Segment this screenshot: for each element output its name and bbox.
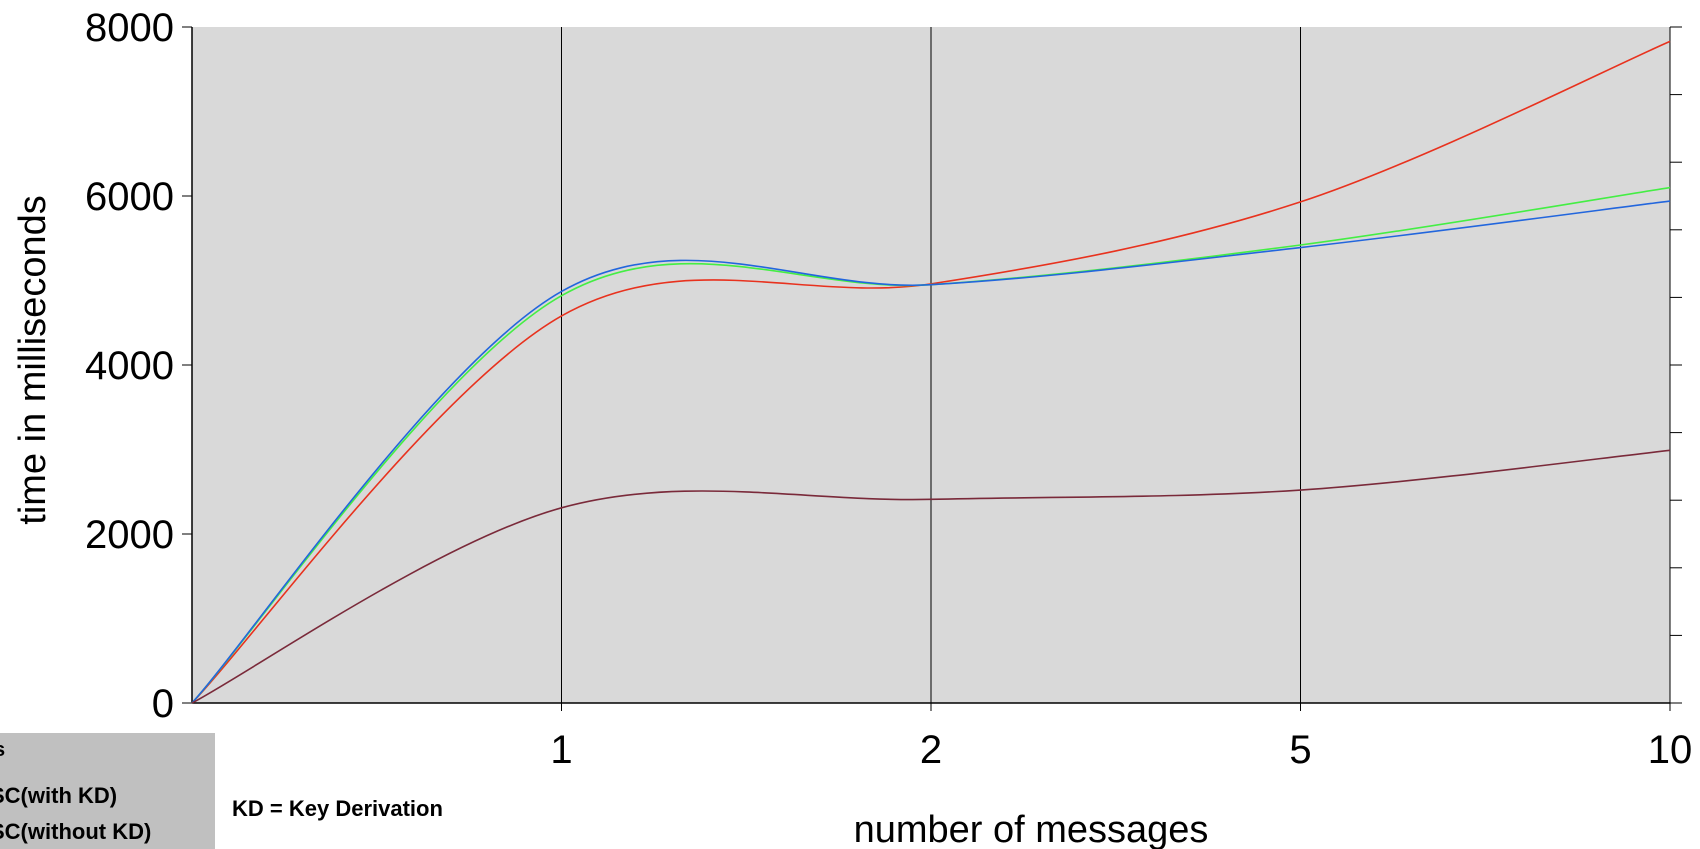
grid-lines	[561, 27, 1301, 703]
y-tick-label: 8000	[85, 6, 174, 50]
legend: s SC(with KD) SC(without KD)	[0, 733, 215, 849]
y-tick-label: 0	[152, 682, 174, 726]
legend-entry: SC(with KD)	[0, 783, 118, 808]
y-tick-label: 2000	[85, 513, 174, 557]
abbreviation-note: KD = Key Derivation	[232, 796, 443, 821]
axes	[182, 26, 1682, 711]
x-tick-label: 5	[1289, 728, 1311, 772]
x-tick-label: 1	[550, 728, 572, 772]
series-lines	[191, 40, 1671, 704]
x-tick-label: 2	[920, 728, 942, 772]
y-tick-label: 6000	[85, 175, 174, 219]
series-line	[191, 449, 1671, 704]
x-axis-title: number of messages	[854, 809, 1209, 849]
y-tick-label: 4000	[85, 344, 174, 388]
y-axis-title: time in milliseconds	[12, 195, 54, 524]
legend-title: s	[0, 739, 5, 762]
legend-entry: SC(without KD)	[0, 819, 152, 844]
tick-labels: 1 2 5 10 0 2000 4000 6000 8000	[85, 6, 1692, 772]
series-line	[191, 200, 1671, 704]
x-tick-label: 10	[1648, 728, 1693, 772]
